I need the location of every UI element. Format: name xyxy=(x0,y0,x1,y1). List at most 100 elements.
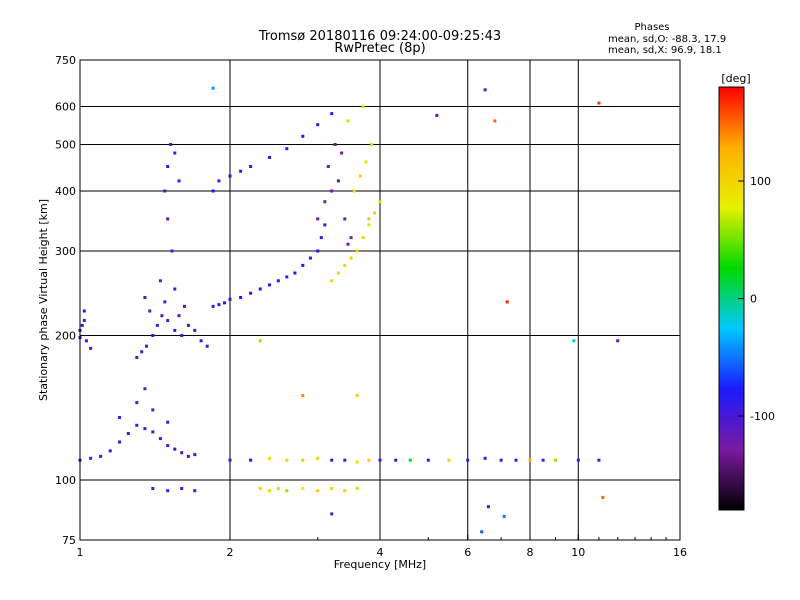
data-point xyxy=(177,314,181,318)
colorbar: [deg] 100 0 -100 xyxy=(718,72,775,511)
data-point xyxy=(166,420,170,424)
data-point xyxy=(82,309,86,313)
data-point xyxy=(173,287,177,291)
x-tick-label: 8 xyxy=(527,546,534,559)
data-point xyxy=(126,432,130,435)
data-point xyxy=(166,165,170,168)
data-point xyxy=(180,334,184,337)
y-tick-label: 400 xyxy=(55,185,76,198)
data-point xyxy=(355,249,359,253)
data-point xyxy=(319,236,323,240)
data-point xyxy=(346,242,350,246)
data-point xyxy=(349,236,353,240)
data-point xyxy=(367,223,371,227)
data-point xyxy=(228,297,232,301)
data-point xyxy=(361,105,365,108)
data-point xyxy=(505,300,509,304)
plot-area: 1 2 4 6 8 10 16 75 100 200 300 400 500 600 750 xyxy=(55,54,687,559)
data-point xyxy=(89,346,93,350)
data-point xyxy=(616,339,620,343)
data-point xyxy=(572,339,576,343)
data-point xyxy=(285,458,289,462)
colorbar-tick-label: -100 xyxy=(750,410,775,423)
data-point xyxy=(301,458,305,462)
data-point xyxy=(173,447,177,451)
x-tick-label: 1 xyxy=(77,546,84,559)
x-tick-label: 6 xyxy=(464,546,471,559)
data-point xyxy=(358,174,362,178)
data-point xyxy=(166,489,170,493)
data-point xyxy=(99,454,103,458)
data-point xyxy=(182,304,186,308)
data-point xyxy=(276,487,280,490)
data-point xyxy=(143,387,147,391)
data-point xyxy=(576,458,580,462)
data-point xyxy=(346,119,350,123)
data-point xyxy=(601,495,605,499)
data-point xyxy=(217,179,221,183)
data-point xyxy=(228,174,232,178)
colorbar-label: [deg] xyxy=(721,72,750,85)
data-point xyxy=(118,440,121,444)
data-point xyxy=(336,179,340,183)
data-point xyxy=(528,458,532,462)
data-point xyxy=(258,287,262,291)
data-point xyxy=(211,304,215,308)
data-point xyxy=(554,458,557,462)
data-point xyxy=(268,489,271,493)
data-point xyxy=(135,423,139,427)
data-point xyxy=(301,394,305,397)
data-point xyxy=(118,416,121,419)
data-point xyxy=(173,328,177,332)
data-point xyxy=(151,430,155,434)
data-point xyxy=(355,394,359,397)
data-point xyxy=(258,339,262,343)
data-point xyxy=(89,456,93,460)
data-point xyxy=(323,200,327,204)
data-point xyxy=(217,303,221,307)
data-point xyxy=(514,458,518,462)
data-point xyxy=(249,458,253,462)
data-point xyxy=(158,279,162,283)
data-point xyxy=(140,350,144,354)
data-point xyxy=(493,119,497,123)
data-point xyxy=(135,356,139,359)
data-point xyxy=(151,408,155,412)
data-point xyxy=(82,319,86,322)
data-point xyxy=(426,458,430,462)
data-point xyxy=(486,505,490,509)
data-point xyxy=(166,319,170,322)
data-point xyxy=(597,101,601,105)
data-point xyxy=(364,160,368,164)
data-point xyxy=(163,300,167,304)
data-point xyxy=(373,211,376,215)
data-point xyxy=(355,487,359,490)
data-point xyxy=(145,344,148,348)
data-point xyxy=(330,189,334,193)
y-axis-label: Stationary phase Virtual Height [km] xyxy=(37,199,50,401)
data-point xyxy=(502,514,506,518)
data-point xyxy=(480,530,484,534)
data-point xyxy=(367,458,371,462)
data-point xyxy=(316,456,320,460)
data-point xyxy=(180,487,184,490)
data-point xyxy=(378,458,382,462)
data-point xyxy=(205,344,209,348)
x-axis-label: Frequency [MHz] xyxy=(334,558,426,571)
data-point xyxy=(293,271,297,275)
colorbar-tick-label: 100 xyxy=(750,175,771,188)
data-point xyxy=(330,487,334,490)
data-point xyxy=(285,147,289,151)
data-point xyxy=(228,458,232,462)
data-point xyxy=(343,458,347,462)
data-point xyxy=(285,489,289,493)
data-points xyxy=(78,86,620,534)
data-point xyxy=(435,113,439,117)
data-point xyxy=(394,458,398,462)
data-point xyxy=(211,189,215,193)
y-tick-label: 300 xyxy=(55,245,76,258)
data-point xyxy=(466,458,470,462)
data-point xyxy=(166,217,170,221)
data-point xyxy=(193,328,197,332)
data-point xyxy=(367,217,371,221)
